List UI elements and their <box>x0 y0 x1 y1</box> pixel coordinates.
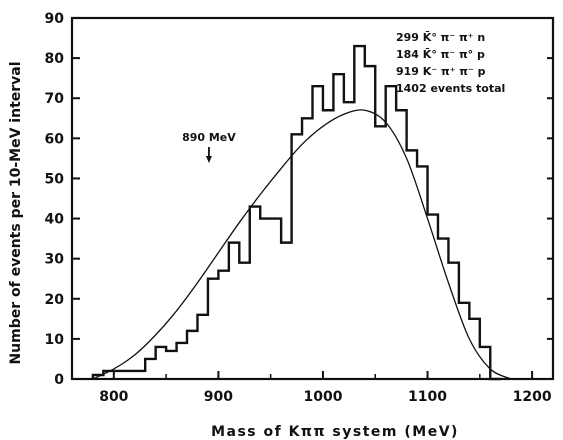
legend-line-1: 299 K̄° π⁻ π⁺ n <box>396 31 485 44</box>
plot-border <box>70 16 555 381</box>
plot-frame <box>70 16 555 381</box>
y-tick-label-80: 80 <box>45 51 65 67</box>
legend-line-4: 1402 events total <box>396 82 505 95</box>
marker-label: 890 MeV <box>182 131 236 144</box>
y-tick-label-50: 50 <box>45 171 65 187</box>
y-tick-label-0: 0 <box>54 372 64 388</box>
x-tick-label-800: 800 <box>99 389 128 405</box>
y-tick-label-90: 90 <box>45 11 65 27</box>
y-tick-label-40: 40 <box>45 212 65 228</box>
marker-arrow-head <box>205 156 212 163</box>
x-tick-label-1000: 1000 <box>303 389 342 405</box>
y-axis-label: Number of events per 10-MeV interval <box>8 61 24 364</box>
x-tick-label-900: 900 <box>204 389 233 405</box>
y-axis-ticks: 0 10 20 30 40 50 60 70 80 90 <box>45 11 553 388</box>
y-tick-label-60: 60 <box>45 131 65 147</box>
x-axis-label: Mass of Kππ system (MeV) <box>211 424 459 440</box>
y-tick-label-10: 10 <box>45 332 65 348</box>
y-tick-label-20: 20 <box>45 292 65 308</box>
legend-line-3: 919 K⁻ π⁺ π⁻ p <box>396 65 486 78</box>
y-tick-label-70: 70 <box>45 91 65 107</box>
y-tick-label-30: 30 <box>45 252 65 268</box>
legend-block: 299 K̄° π⁻ π⁺ n 184 K̄° π⁻ π° p 919 K⁻ π⁺ … <box>396 31 505 95</box>
legend-line-2: 184 K̄° π⁻ π° p <box>396 48 485 61</box>
x-tick-label-1100: 1100 <box>408 389 447 405</box>
fit-curve <box>92 109 512 380</box>
x-tick-label-1200: 1200 <box>513 389 552 405</box>
mass-marker: 890 MeV <box>182 131 236 163</box>
histogram-outline <box>91 44 501 381</box>
x-axis-ticks: 800 900 1000 1100 1200 <box>99 371 552 405</box>
